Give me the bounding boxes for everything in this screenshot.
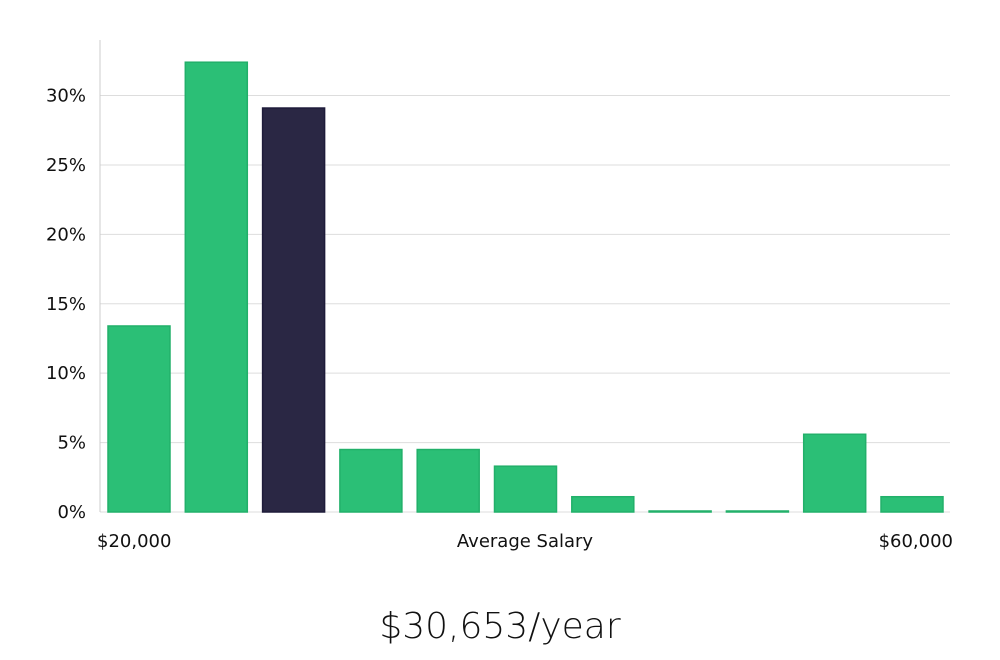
y-tick-label: 25% (46, 155, 86, 176)
bar (416, 448, 480, 513)
bar (184, 61, 249, 513)
x-range-end-label: $60,000 (879, 531, 953, 552)
y-tick-label: 5% (57, 433, 86, 454)
y-tick-label: 15% (46, 294, 86, 315)
x-axis-title: Average Salary (457, 531, 594, 552)
bar (648, 510, 712, 513)
salary-summary: $30,653/year (379, 606, 621, 647)
bar (725, 510, 790, 513)
bar (802, 433, 867, 513)
y-tick-label: 20% (46, 224, 86, 245)
x-range-start-label: $20,000 (97, 531, 171, 552)
bar-highlighted (261, 107, 326, 513)
bar (571, 495, 635, 513)
bar (339, 448, 403, 513)
y-axis-ticks: 0% 5% 10% 15% 20% 25% 30% (46, 86, 86, 523)
y-tick-label: 30% (46, 86, 86, 107)
salary-histogram: 0% 5% 10% 15% 20% 25% 30% $20,000 Average Sala… (46, 40, 953, 552)
bar (493, 465, 558, 513)
y-tick-label: 0% (57, 502, 86, 523)
y-tick-label: 10% (46, 363, 86, 384)
bar (880, 495, 944, 513)
bars (107, 61, 944, 513)
bar (107, 325, 171, 513)
